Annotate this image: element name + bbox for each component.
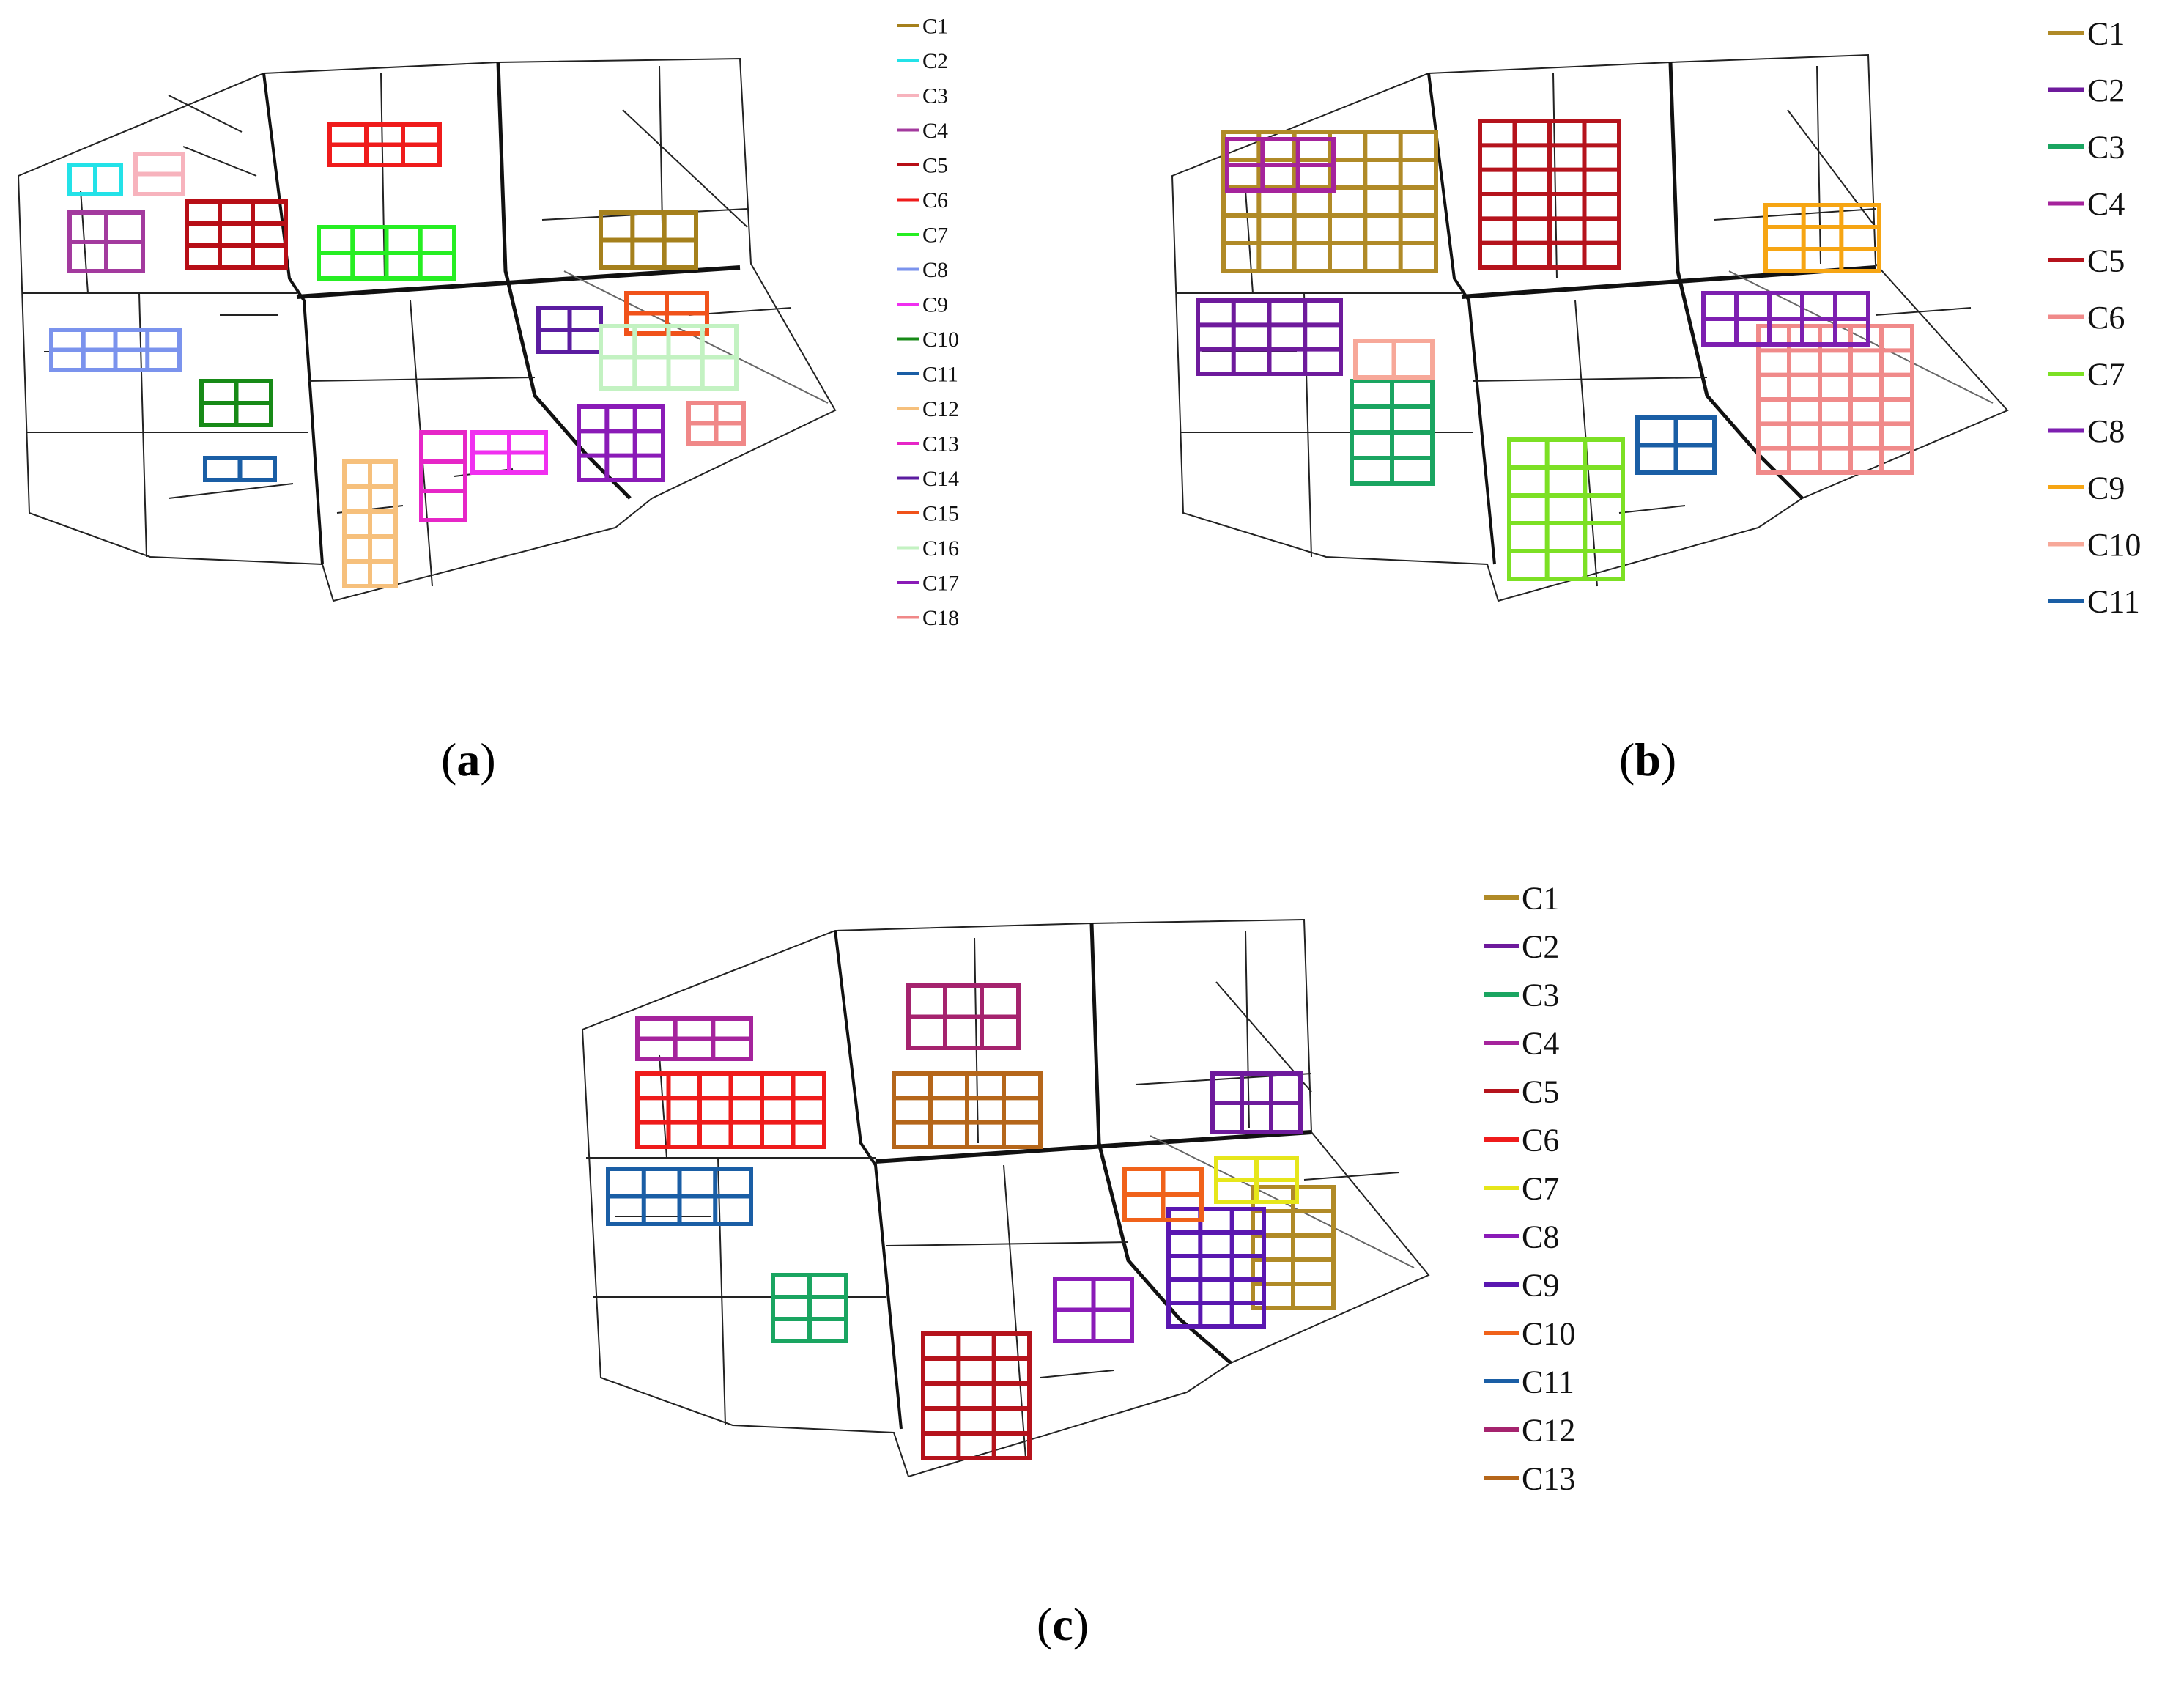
legend-label-a-c7: C7 <box>922 223 948 248</box>
legend-label-a-c3: C3 <box>922 84 948 108</box>
legend-label-a-c14: C14 <box>922 467 959 491</box>
cluster-b-c9 <box>1763 203 1881 273</box>
legend-label-c-c5: C5 <box>1522 1074 1559 1109</box>
cluster-a-c17 <box>577 404 665 482</box>
cluster-b-c5 <box>1478 119 1621 270</box>
cluster-c-c9 <box>1166 1207 1266 1329</box>
legend-label-b-c11: C11 <box>2087 583 2140 619</box>
legend-label-a-c6: C6 <box>922 188 948 213</box>
cluster-c-c12 <box>906 983 1021 1050</box>
cluster-c-c4 <box>635 1016 753 1061</box>
cluster-a-c9 <box>470 430 548 475</box>
cluster-a-c8 <box>49 328 182 372</box>
caption-c: (c) <box>1037 1598 1089 1650</box>
legend-label-c-c3: C3 <box>1522 977 1559 1013</box>
legend-label-b-c5: C5 <box>2087 243 2125 278</box>
cluster-b-c4 <box>1225 137 1336 193</box>
legend-label-c-c1: C1 <box>1522 880 1559 916</box>
cluster-a-c16 <box>599 324 739 391</box>
legend-label-b-c9: C9 <box>2087 470 2125 506</box>
legend-label-b-c8: C8 <box>2087 413 2125 449</box>
cluster-c-c5 <box>921 1331 1032 1460</box>
cluster-c-c10 <box>1122 1167 1204 1222</box>
cluster-a-c6 <box>327 122 442 167</box>
cluster-a-c10 <box>199 379 273 427</box>
cluster-a-c11 <box>203 456 277 482</box>
legend-label-b-c3: C3 <box>2087 129 2125 165</box>
legend-label-a-c1: C1 <box>922 15 948 39</box>
caption-a: (a) <box>441 734 496 786</box>
cluster-b-c11 <box>1635 415 1717 475</box>
cluster-a-c2 <box>67 163 123 196</box>
cluster-c-c1 <box>1251 1185 1336 1310</box>
legend-label-b-c1: C1 <box>2087 15 2125 51</box>
legend-label-c-c2: C2 <box>1522 928 1559 964</box>
legend-label-b-c7: C7 <box>2087 356 2125 392</box>
cluster-b-c1 <box>1221 130 1438 273</box>
cluster-b-c7 <box>1507 437 1625 581</box>
legend-label-c-c10: C10 <box>1522 1315 1575 1351</box>
cluster-a-c1 <box>599 210 698 270</box>
legend-label-a-c5: C5 <box>922 154 948 178</box>
cluster-c-c11 <box>606 1167 753 1226</box>
cluster-c-c2 <box>1210 1071 1303 1134</box>
legend-label-c-c12: C12 <box>1522 1412 1575 1448</box>
legend-label-c-c8: C8 <box>1522 1219 1559 1255</box>
legend-label-a-c16: C16 <box>922 536 959 561</box>
legend-label-b-c4: C4 <box>2087 186 2125 222</box>
cluster-b-c6 <box>1756 324 1914 475</box>
cluster-b-c3 <box>1350 379 1435 486</box>
cluster-a-c7 <box>317 225 456 281</box>
cluster-c-c13 <box>892 1071 1043 1149</box>
legend-a: C1 C2 C3 C4 C5 C6 C7 C8 C9 C10 C11 C12 C13 C14 C15 C16 C… <box>897 15 959 630</box>
cluster-c-c8 <box>1053 1277 1134 1343</box>
legend-label-c-c4: C4 <box>1522 1025 1559 1061</box>
legend-label-c-c7: C7 <box>1522 1170 1559 1206</box>
legend-label-c-c13: C13 <box>1522 1460 1575 1496</box>
cluster-a-c4 <box>67 210 145 273</box>
legend-label-c-c9: C9 <box>1522 1267 1559 1303</box>
legend-c: C1 C2 C3 C4 C5 C6 C7 C8 C9 C10 C11 C12 C13 <box>1484 880 1575 1496</box>
legend-label-c-c6: C6 <box>1522 1122 1559 1158</box>
cluster-a-c13 <box>419 430 467 522</box>
cluster-c-c3 <box>771 1273 848 1343</box>
legend-label-b-c6: C6 <box>2087 300 2125 336</box>
legend-label-a-c18: C18 <box>922 606 959 630</box>
legend-label-a-c12: C12 <box>922 397 959 421</box>
legend-label-a-c17: C17 <box>922 572 959 596</box>
legend-label-b-c2: C2 <box>2087 73 2125 108</box>
legend-label-a-c4: C4 <box>922 119 948 143</box>
legend-b: C1 C2 C3 C4 C5 C6 C7 C8 C9 C10 C11 <box>2048 15 2141 619</box>
legend-label-a-c15: C15 <box>922 502 959 526</box>
cluster-b-c2 <box>1196 298 1343 376</box>
legend-label-a-c13: C13 <box>922 432 959 457</box>
legend-label-a-c8: C8 <box>922 258 948 282</box>
legend-label-a-c9: C9 <box>922 293 948 317</box>
cluster-a-c3 <box>133 152 185 196</box>
cluster-a-c18 <box>686 401 746 446</box>
legend-label-a-c11: C11 <box>922 363 958 387</box>
cluster-c-c7 <box>1214 1156 1299 1204</box>
cluster-a-c5 <box>185 199 288 270</box>
cluster-a-c12 <box>342 459 398 588</box>
cluster-overlays <box>49 119 1914 1460</box>
legend-label-a-c10: C10 <box>922 328 959 352</box>
cluster-a-c14 <box>536 306 603 354</box>
cluster-b-c10 <box>1353 339 1435 380</box>
legend-label-b-c10: C10 <box>2087 527 2141 563</box>
caption-b: (b) <box>1619 734 1677 786</box>
cluster-b-c8 <box>1701 291 1870 347</box>
legend-label-a-c2: C2 <box>922 49 948 73</box>
legend-label-c-c11: C11 <box>1522 1364 1574 1400</box>
cluster-c-c6 <box>635 1071 826 1149</box>
